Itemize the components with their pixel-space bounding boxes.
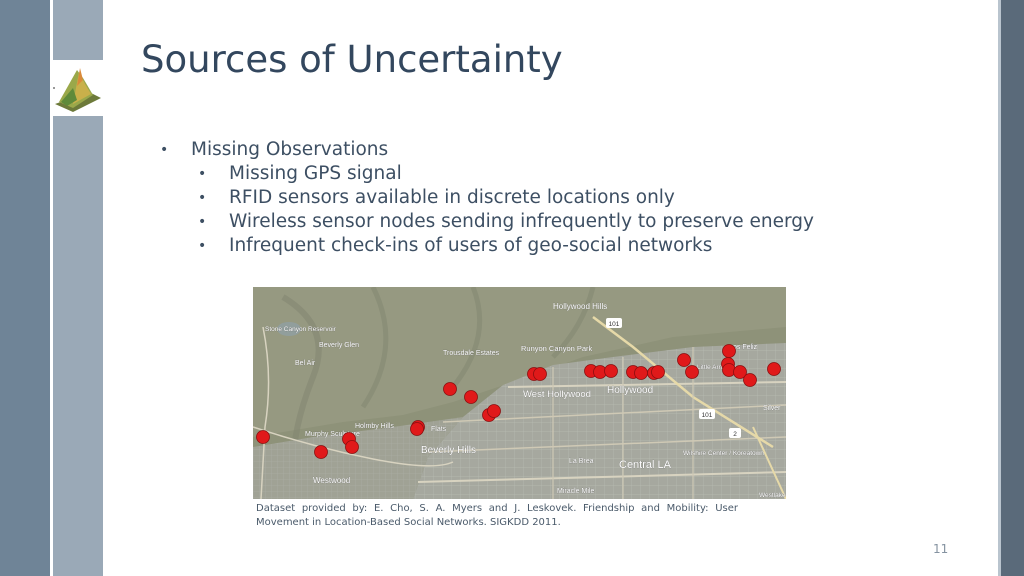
bullet-text: Infrequent check-ins of users of geo-soc… xyxy=(229,235,713,256)
right-decor-stripe xyxy=(998,0,1001,576)
checkin-marker xyxy=(722,344,736,358)
label-trousdale: Trousdale Estates xyxy=(443,350,500,357)
map-canvas: Hollywood Hills Stone Canyon Reservoir B… xyxy=(253,287,786,499)
checkin-marker xyxy=(314,445,328,459)
checkin-marker xyxy=(733,365,747,379)
checkin-marker xyxy=(443,382,457,396)
bullet-text: Wireless sensor nodes sending infrequent… xyxy=(229,211,814,232)
highway-101-label: 101 xyxy=(702,412,713,419)
label-wilshire: Wilshire Center / Koreatown xyxy=(683,450,764,457)
highway-101-shield-icon xyxy=(606,318,622,328)
bullet-list: • Missing Observations • Missing GPS signa… xyxy=(160,138,814,258)
label-hollywood-hills: Hollywood Hills xyxy=(553,302,607,311)
label-little-armenia: Little Armenia xyxy=(697,364,737,371)
right-decor-bar xyxy=(1001,0,1024,576)
page-number: 11 xyxy=(933,542,949,556)
checkin-marker xyxy=(345,440,359,454)
checkin-marker xyxy=(533,367,547,381)
label-miracle-mile: Miracle Mile xyxy=(557,488,594,495)
label-beverly-hills: Beverly Hills xyxy=(421,445,476,456)
bullet-item: • Wireless sensor nodes sending infrequen… xyxy=(160,210,814,234)
bullet-item: • Missing GPS signal xyxy=(160,162,814,186)
bullet-item: • RFID sensors available in discrete loca… xyxy=(160,186,814,210)
checkin-marker xyxy=(677,353,691,367)
label-central-la: Central LA xyxy=(619,459,672,471)
logo xyxy=(53,60,103,116)
label-runyon: Runyon Canyon Park xyxy=(521,344,593,353)
checkin-marker xyxy=(685,365,699,379)
checkin-marker xyxy=(410,422,424,436)
label-los-feliz: os Feliz xyxy=(733,344,758,351)
bullet-item: • Infrequent check-ins of users of geo-so… xyxy=(160,234,814,258)
bullet-marker: • xyxy=(198,238,207,254)
checkin-markers xyxy=(256,344,781,459)
checkin-marker xyxy=(604,364,618,378)
label-bel-air: Bel Air xyxy=(295,360,316,367)
bullet-marker: • xyxy=(198,190,207,206)
left-decor-gap xyxy=(50,0,53,576)
slide-title: Sources of Uncertainty xyxy=(141,38,563,81)
checkin-marker xyxy=(464,390,478,404)
label-westwood: Westwood xyxy=(313,476,350,485)
label-hollywood: Hollywood xyxy=(607,385,653,396)
checkin-marker xyxy=(743,373,757,387)
bullet-text: RFID sensors available in discrete locat… xyxy=(229,187,675,208)
label-westlake: Westlake xyxy=(759,492,786,499)
checkin-marker xyxy=(256,430,270,444)
checkin-marker xyxy=(634,366,648,380)
dataset-caption: Dataset provided by: E. Cho, S. A. Myers… xyxy=(256,503,738,528)
bullet-item: • Missing Observations xyxy=(160,138,814,162)
bullet-text: Missing GPS signal xyxy=(229,163,402,184)
bullet-marker: • xyxy=(198,166,207,182)
label-silver: Silver xyxy=(763,405,781,412)
surface-plot-logo-icon xyxy=(53,68,101,112)
label-west-hollywood: West Hollywood xyxy=(523,389,591,400)
highway-101-shield-icon xyxy=(699,409,715,419)
label-murphy: Murphy Sculpture xyxy=(305,431,360,438)
label-flats: Flats xyxy=(431,426,447,433)
bullet-marker: • xyxy=(160,142,169,158)
highway-2-shield-icon xyxy=(729,428,741,438)
label-holmby-hills: Holmby Hills xyxy=(355,423,394,430)
checkin-marker xyxy=(651,365,665,379)
label-la-brea: La Brea xyxy=(569,458,594,465)
checkin-marker xyxy=(487,404,501,418)
highway-2-label: 2 xyxy=(733,431,737,438)
checkin-marker xyxy=(767,362,781,376)
label-beverly-glen: Beverly Glen xyxy=(319,342,359,349)
left-decor-bar xyxy=(0,0,50,576)
los-angeles-map: Hollywood Hills Stone Canyon Reservoir B… xyxy=(253,287,786,499)
bullet-marker: • xyxy=(198,214,207,230)
label-stone-canyon: Stone Canyon Reservoir xyxy=(265,326,337,333)
bullet-text: Missing Observations xyxy=(191,139,389,160)
highway-101-label: 101 xyxy=(609,321,620,328)
